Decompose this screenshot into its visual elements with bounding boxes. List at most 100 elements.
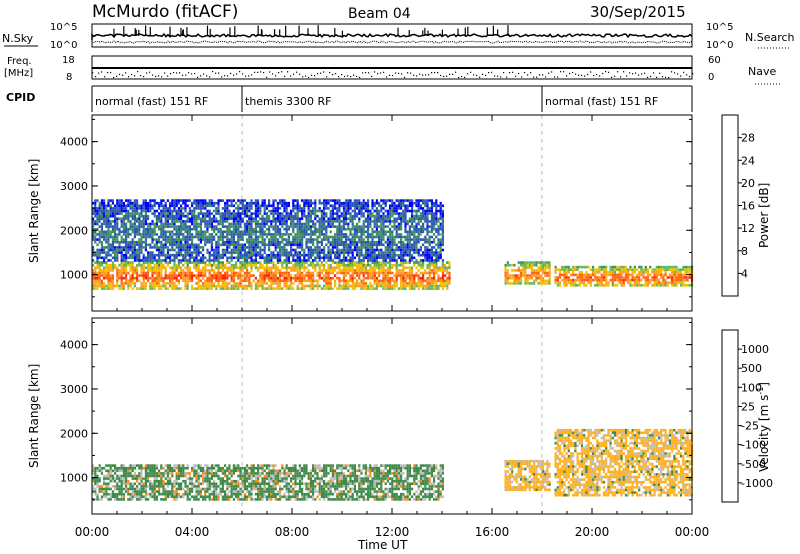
power-cell (281, 204, 284, 208)
power-cell (162, 227, 165, 231)
power-cell (331, 266, 334, 270)
power-cell (356, 248, 359, 252)
power-cell (380, 284, 383, 288)
nave-dot (503, 72, 505, 74)
power-cell (281, 222, 284, 226)
power-cell (329, 266, 332, 270)
power-cell (635, 273, 639, 277)
power-cell (686, 271, 689, 274)
nave-dot (614, 75, 616, 77)
power-cell (202, 253, 205, 257)
power-cell (155, 284, 158, 288)
power-cell (228, 222, 231, 226)
power-cell (395, 282, 398, 285)
power-cell (204, 201, 207, 205)
power-cell (140, 212, 143, 215)
power-cell (114, 238, 117, 241)
power-cell (147, 227, 150, 231)
power-cell (351, 261, 354, 264)
power-cell (347, 246, 350, 249)
power-cell (151, 233, 154, 236)
nave-dot (638, 74, 640, 76)
power-cell (342, 220, 345, 223)
power-cell (567, 271, 570, 274)
power-cell (184, 271, 187, 275)
power-cell (250, 201, 253, 205)
power-cell (186, 220, 189, 223)
power-cell (644, 284, 647, 287)
power-cell (208, 259, 211, 262)
power-cell (389, 214, 392, 218)
power-cell (314, 246, 317, 249)
power-cell (221, 212, 224, 215)
power-cell (591, 278, 595, 282)
power-cell (111, 287, 114, 290)
power-cell (428, 269, 431, 272)
power-cell (92, 253, 95, 257)
power-cell (415, 243, 418, 247)
power-cell (411, 209, 414, 213)
power-cell (186, 253, 189, 257)
nave-tick-top: 60 (708, 55, 721, 66)
power-cell (287, 276, 290, 280)
power-cell (633, 278, 636, 282)
power-cell (186, 248, 189, 252)
power-cell (675, 284, 678, 287)
power-cell (380, 220, 383, 223)
nave-dot (485, 74, 487, 76)
power-cell (138, 248, 141, 252)
nave-dot (416, 75, 418, 77)
power-cell (261, 263, 264, 267)
power-cell (609, 278, 612, 282)
power-cell (397, 248, 400, 252)
power-cell (312, 243, 315, 247)
power-cell (228, 212, 231, 215)
power-cell (285, 209, 288, 213)
power-cell (224, 282, 227, 285)
power-cell (186, 243, 189, 247)
power-cell (131, 282, 134, 285)
power-cell (419, 282, 422, 285)
power-cell (210, 274, 213, 277)
power-cell (616, 284, 619, 287)
power-cell (576, 278, 579, 282)
power-cell (250, 287, 253, 290)
power-cell (217, 246, 220, 249)
power-cell (202, 201, 205, 205)
power-cell (92, 263, 95, 267)
power-cell (309, 199, 312, 202)
power-cell (371, 207, 374, 210)
power-cell (197, 251, 200, 254)
power-cell (285, 214, 288, 218)
power-cell (338, 227, 341, 231)
power-cell (605, 276, 608, 279)
power-cell (199, 274, 202, 277)
power-cell (298, 274, 301, 277)
power-cell (199, 230, 202, 234)
nave-dot (377, 73, 379, 75)
power-cell (336, 207, 339, 210)
power-cell (122, 284, 125, 288)
cpid-segment-label: normal (fast) 151 RF (95, 95, 208, 108)
power-cell (160, 222, 163, 226)
power-cell (136, 209, 139, 213)
power-cell (107, 248, 110, 252)
power-cell (160, 204, 163, 208)
power-cell (413, 209, 416, 213)
power-cell (323, 225, 326, 228)
power-cell (369, 253, 372, 257)
nave-dot (332, 74, 334, 76)
power-cell (360, 201, 363, 205)
power-cell (92, 276, 95, 280)
power-cell (367, 263, 370, 267)
power-cell (276, 259, 279, 262)
power-cell (358, 256, 361, 260)
power-cell (147, 214, 150, 218)
power-cell (103, 276, 106, 280)
power-cell (120, 263, 123, 267)
power-cell (186, 259, 189, 262)
power-cell (362, 230, 365, 234)
power-cell (340, 269, 343, 272)
power-cell (250, 227, 253, 231)
power-cell (305, 225, 308, 228)
